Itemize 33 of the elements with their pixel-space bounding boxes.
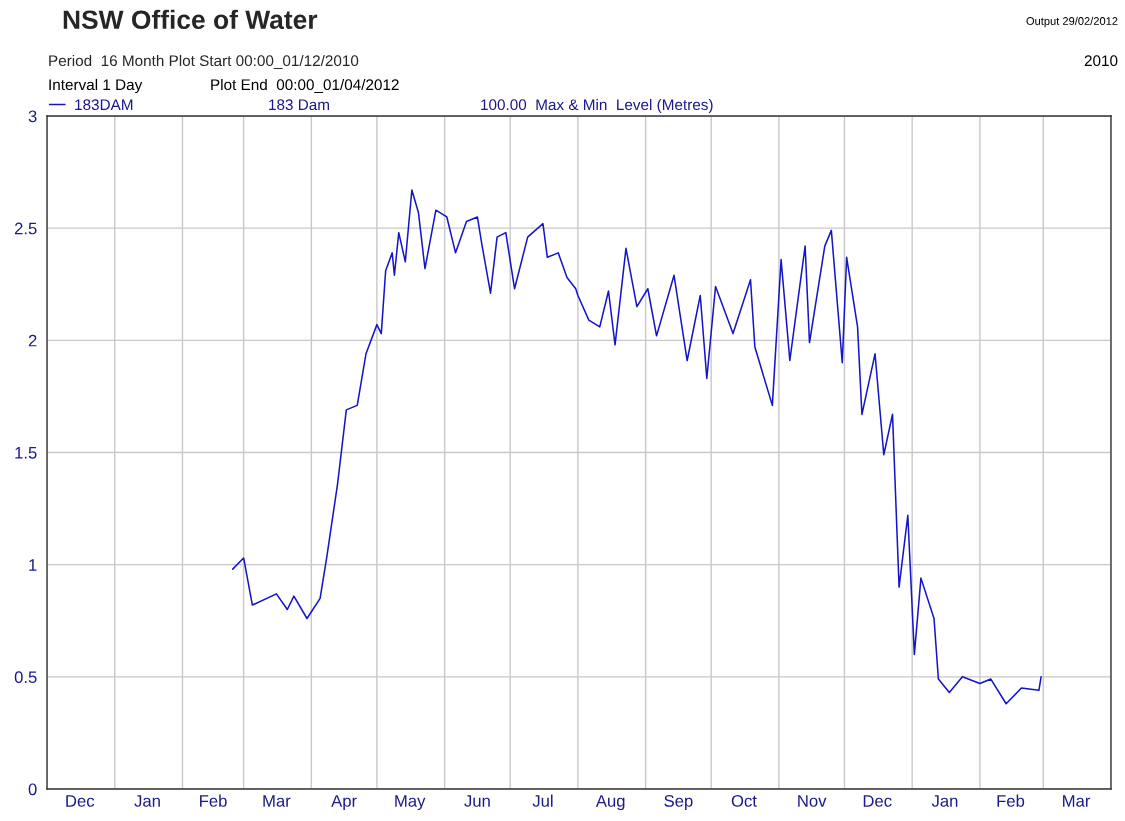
y-tick-label: 3 — [28, 110, 37, 123]
text: 100.00 Max & Min Level (Metres) — [481, 98, 713, 114]
x-tick-label: Dec — [863, 795, 892, 807]
legend-label: 183DAM — [75, 99, 133, 111]
text: Interval 1 Day — [49, 78, 143, 94]
y-tick-label: 2.5 — [14, 222, 37, 235]
x-tick-label: Sep — [664, 795, 693, 811]
x-tick-label: Mar — [263, 795, 291, 807]
chart-title: NSW Office of Water — [63, 9, 318, 30]
x-tick-label: May — [395, 795, 426, 811]
x-tick-label: Dec — [66, 795, 95, 807]
y-tick-label: 1.5 — [15, 447, 37, 459]
x-tick-label: Oct — [731, 795, 757, 807]
x-tick-label: Nov — [798, 795, 827, 807]
line-series — [231, 189, 1042, 705]
y-tick-label: 1 — [29, 559, 37, 571]
y-tick-label: 0 — [28, 783, 37, 796]
chart-subtitle: Period 16 Month Plot Start 00:00_01/12/2010 — [49, 54, 359, 69]
x-tick-label: Mar — [1063, 795, 1091, 807]
text: 183 Dam — [269, 99, 329, 111]
x-tick-label: Aug — [595, 795, 625, 811]
text: Plot End 00:00_01/04/2012 — [211, 78, 399, 93]
x-tick-label: Jan — [134, 795, 160, 807]
text: 2010 — [1084, 55, 1118, 67]
text: Output 29/02/2012 — [1026, 16, 1118, 28]
x-tick-label: Apr — [331, 795, 357, 811]
x-tick-label: Feb — [997, 794, 1025, 807]
x-tick-label: Jun — [464, 795, 490, 807]
y-tick-label: 0.5 — [14, 671, 37, 684]
y-tick-label: 2 — [28, 334, 37, 347]
x-tick-label: Jan — [931, 795, 958, 807]
x-tick-label: Jul — [532, 794, 553, 807]
x-tick-label: Feb — [200, 794, 227, 807]
